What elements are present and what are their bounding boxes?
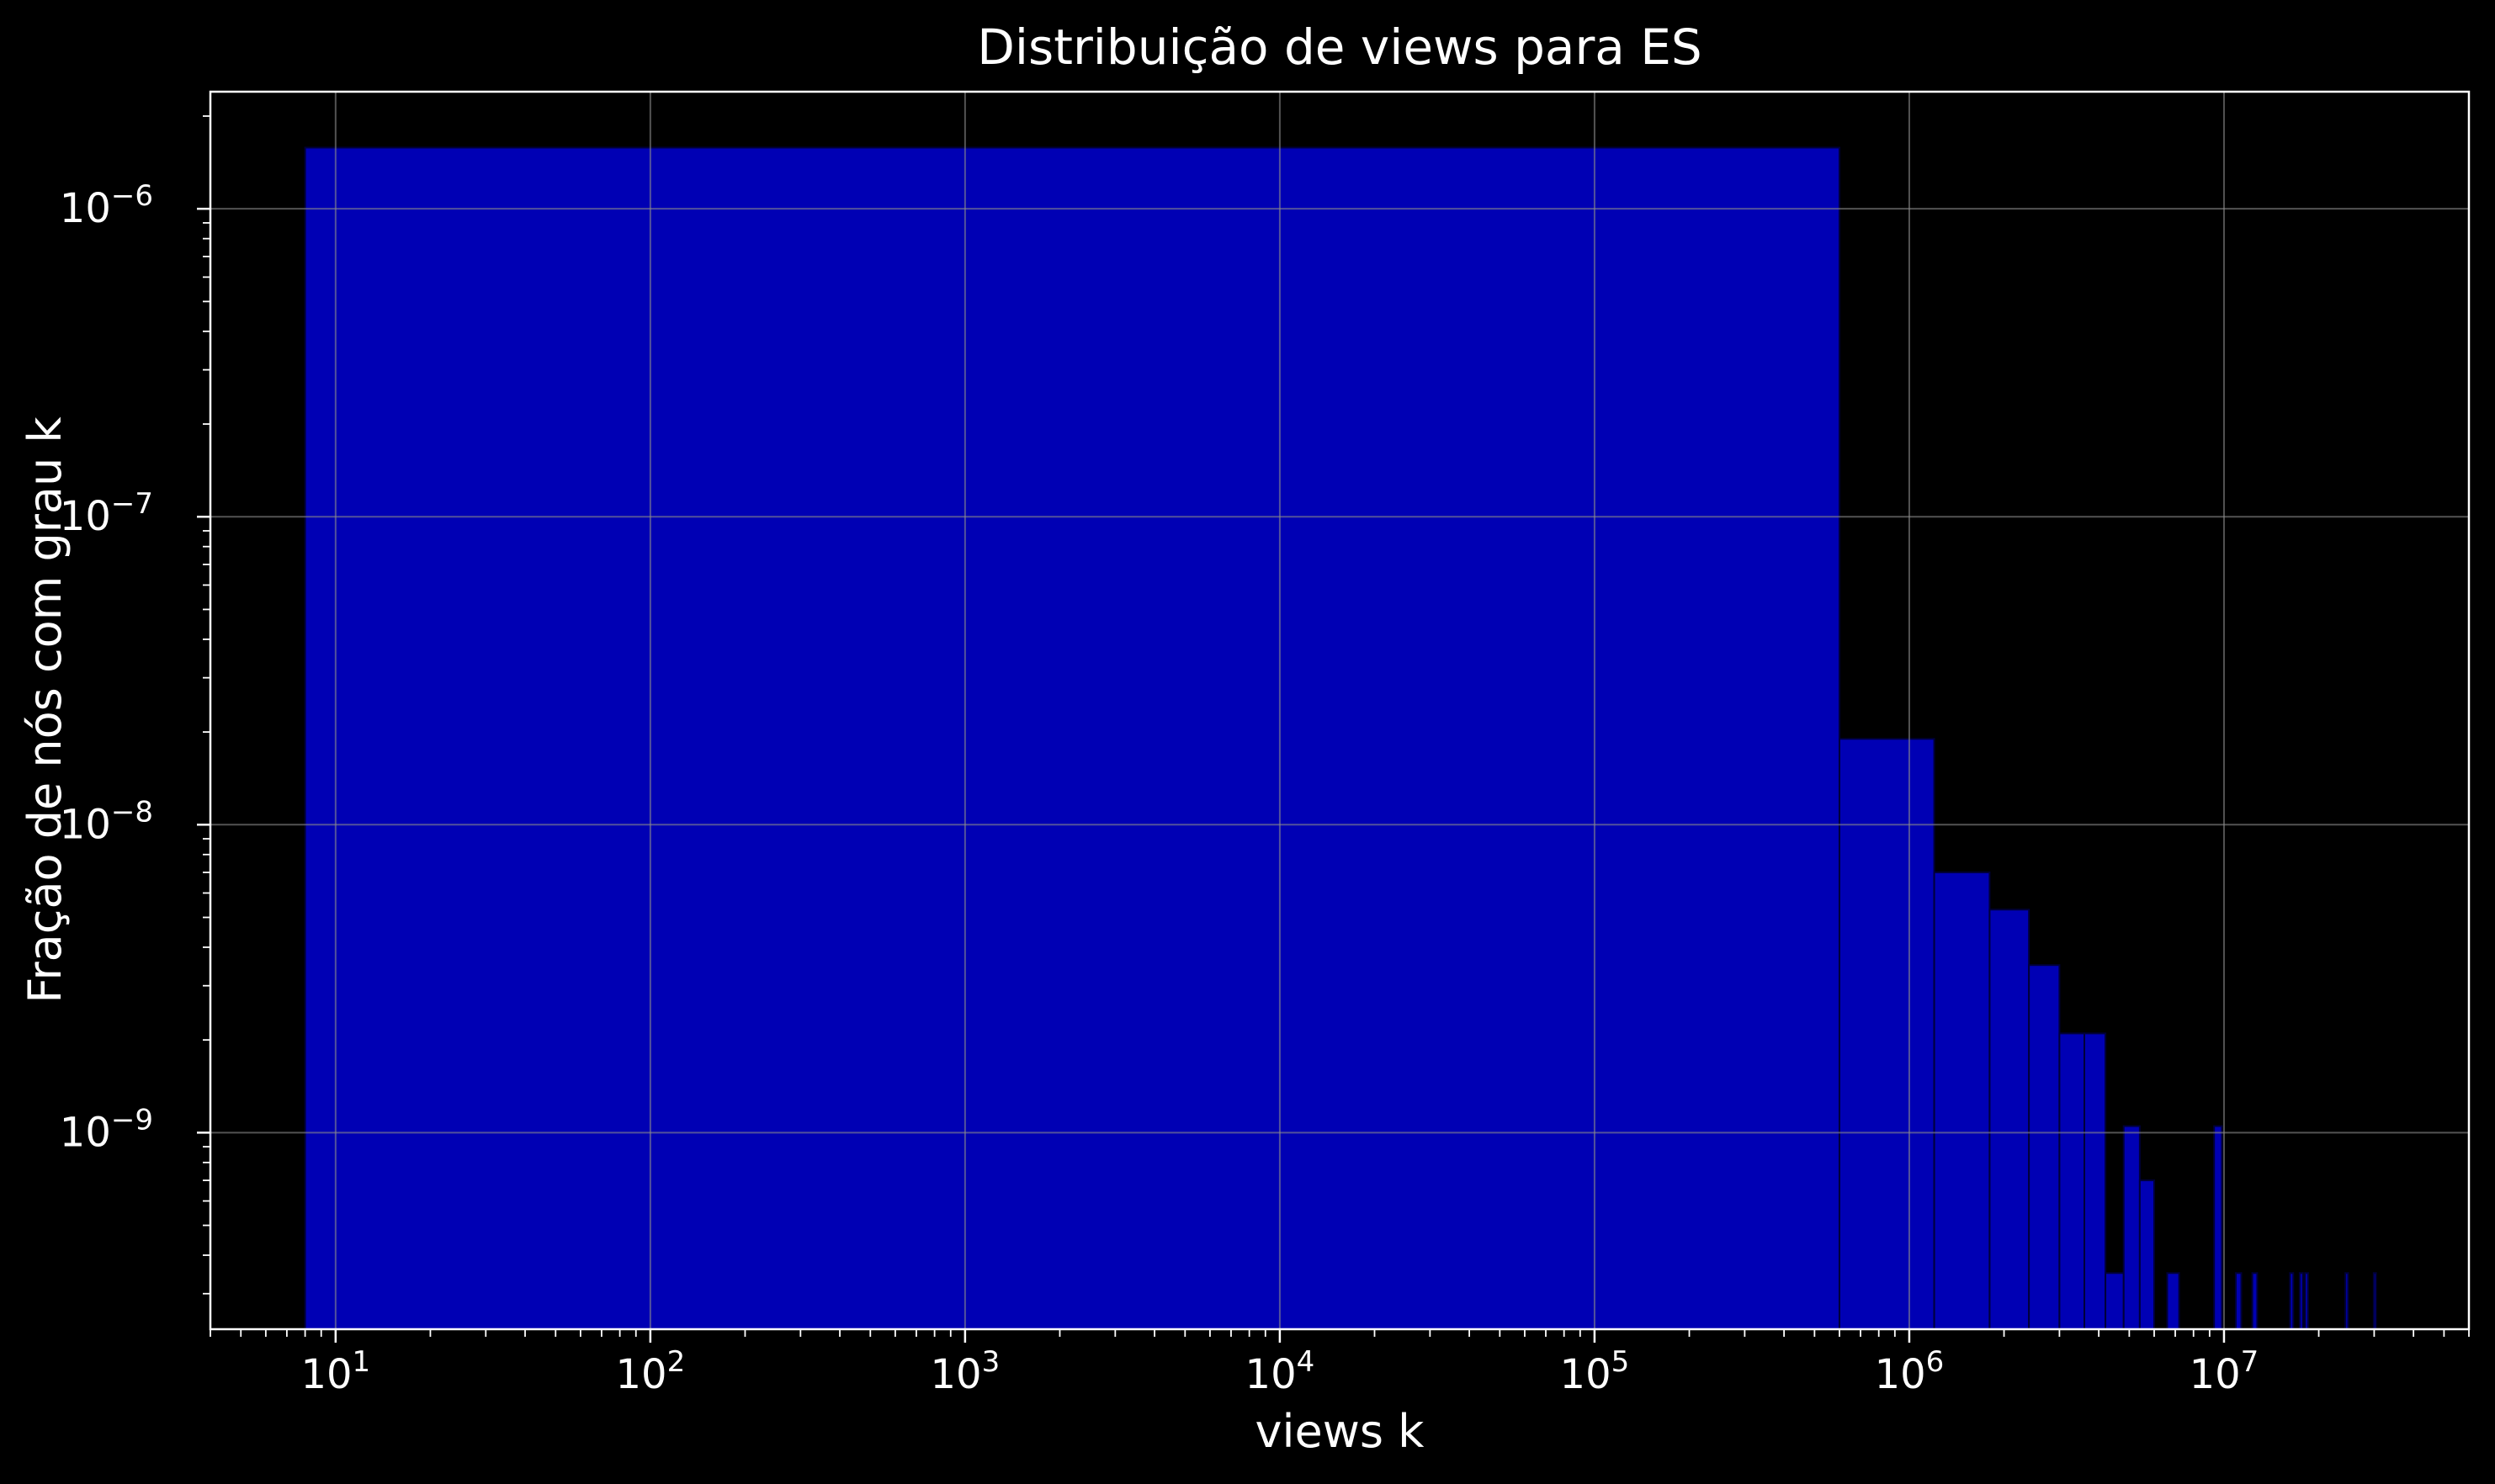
x-tick-label: 102 <box>615 1345 685 1398</box>
histogram-bar <box>2298 1272 2304 1330</box>
histogram-bar <box>2122 1125 2141 1330</box>
x-tick-label: 105 <box>1560 1345 1630 1398</box>
histogram-bar <box>2213 1125 2223 1330</box>
chart-title: Distribuição de views para ES <box>977 19 1702 76</box>
histogram-bar <box>2105 1272 2125 1330</box>
y-tick-label: 10−7 <box>60 487 153 540</box>
x-tick-label: 101 <box>300 1345 370 1398</box>
histogram-bar <box>2234 1272 2243 1330</box>
histogram-bar <box>2289 1272 2295 1330</box>
x-tick-label: 104 <box>1245 1345 1315 1398</box>
gridlines <box>210 92 2469 1329</box>
x-tick-label: 106 <box>1875 1345 1945 1398</box>
histogram-bar <box>2028 964 2061 1330</box>
histogram-bar <box>1988 909 2031 1330</box>
histogram-bar <box>1838 738 1935 1330</box>
histogram-bar <box>304 146 1840 1331</box>
histogram-bar <box>2058 1032 2086 1331</box>
axis-ticks: 101 102 103 104 105 106 107 10−9 10−8 10−7 10−6 <box>60 115 2470 1398</box>
x-axis-label: views k <box>1255 1405 1425 1458</box>
histogram-bar <box>2166 1272 2180 1330</box>
histogram-bar <box>2251 1272 2259 1330</box>
axes-frame <box>209 90 2471 1331</box>
histogram-bar <box>1933 872 1991 1330</box>
y-tick-label: 10−8 <box>60 795 153 848</box>
histogram-bar <box>2084 1032 2107 1331</box>
x-tick-label: 103 <box>931 1345 1001 1398</box>
histogram-bar <box>2304 1272 2309 1330</box>
y-tick-label: 10−9 <box>60 1103 153 1156</box>
y-axis-label: Fração de nós com grau k <box>19 416 72 1004</box>
y-tick-label: 10−6 <box>60 179 153 232</box>
histogram-bar <box>2344 1272 2349 1330</box>
x-tick-label: 107 <box>2190 1345 2259 1398</box>
plot-area: 101 102 103 104 105 106 107 10−9 10−8 10−7 10−6 <box>60 90 2471 1398</box>
histogram-bar <box>2138 1179 2155 1331</box>
histogram-bar <box>2372 1272 2377 1330</box>
